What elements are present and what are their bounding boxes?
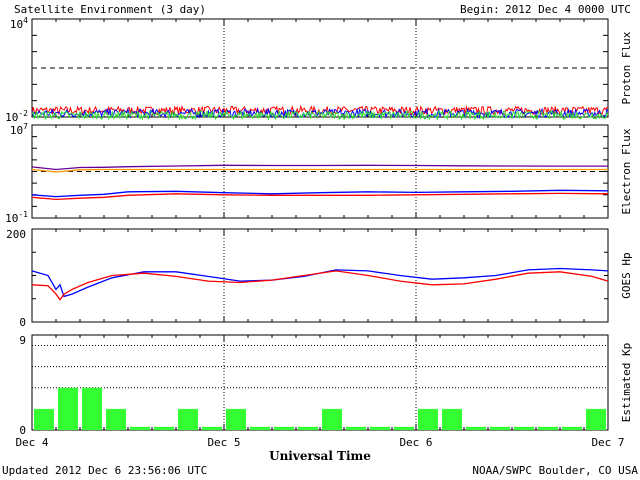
ytick-label-bottom: 0: [19, 316, 26, 329]
ytick-label-top: 200: [6, 228, 26, 241]
ytick-label-top: 107: [10, 122, 28, 137]
kp-bar: [274, 426, 294, 430]
kp-bar: [202, 426, 222, 430]
x-axis-title: Universal Time: [269, 449, 371, 463]
xtick-label-dec5: Dec 5: [207, 436, 240, 449]
panels-group: Proton Flux 104 10-2 Electron Flux 107 10-1 GO…: [5, 16, 633, 437]
kp-bar: [298, 426, 318, 430]
kp-bar: [538, 426, 558, 430]
xtick-label-dec4: Dec 4: [15, 436, 48, 449]
xtick-label-dec7: Dec 7: [591, 436, 624, 449]
kp-bar: [250, 426, 270, 430]
ytick-label-top: 9: [19, 334, 26, 347]
electron-series-orange: [31, 168, 608, 173]
ytick-label-bottom: 10-1: [5, 210, 28, 225]
kp-bar: [226, 408, 246, 430]
kp-bar: [154, 426, 174, 430]
electron-series-blue: [31, 189, 609, 198]
kp-bar: [178, 408, 198, 430]
begin-label: Begin:: [460, 3, 500, 16]
kp-bar: [586, 408, 606, 430]
proton-series-green: [31, 109, 609, 121]
electron-series-purple: [31, 164, 608, 171]
begin-value: 2012 Dec 4 0000 UTC: [505, 3, 631, 16]
kp-bar: [466, 426, 486, 430]
chart-title: Satellite Environment (3 day): [14, 3, 206, 16]
y-axis-label: Estimated Kp: [620, 343, 633, 422]
y-axis-label: Proton Flux: [620, 31, 633, 104]
ytick-label-top: 104: [10, 16, 28, 31]
kp-bar: [418, 408, 438, 430]
kp-bar: [394, 426, 414, 430]
kp-bar: [370, 426, 390, 430]
y-axis-label: GOES Hp: [620, 252, 633, 298]
electron-series-red: [31, 192, 609, 201]
xtick-label-dec6: Dec 6: [399, 436, 432, 449]
source-credit: NOAA/SWPC Boulder, CO USA: [472, 464, 638, 477]
kp-bar: [562, 426, 582, 430]
hp-series-red: [31, 270, 609, 301]
kp-bar: [34, 408, 54, 430]
ytick-label-bottom: 0: [19, 424, 26, 437]
kp-bar: [322, 408, 342, 430]
kp-bar: [442, 408, 462, 430]
kp-bar: [106, 408, 126, 430]
kp-bar: [58, 387, 78, 430]
kp-bar: [346, 426, 366, 430]
kp-bar: [514, 426, 534, 430]
ytick-label-bottom: 10-2: [5, 109, 28, 124]
kp-bar: [130, 426, 150, 430]
y-axis-label: Electron Flux: [620, 128, 633, 214]
updated-timestamp: Updated 2012 Dec 6 23:56:06 UTC: [2, 464, 207, 477]
kp-bar: [490, 426, 510, 430]
kp-bar: [82, 387, 102, 430]
